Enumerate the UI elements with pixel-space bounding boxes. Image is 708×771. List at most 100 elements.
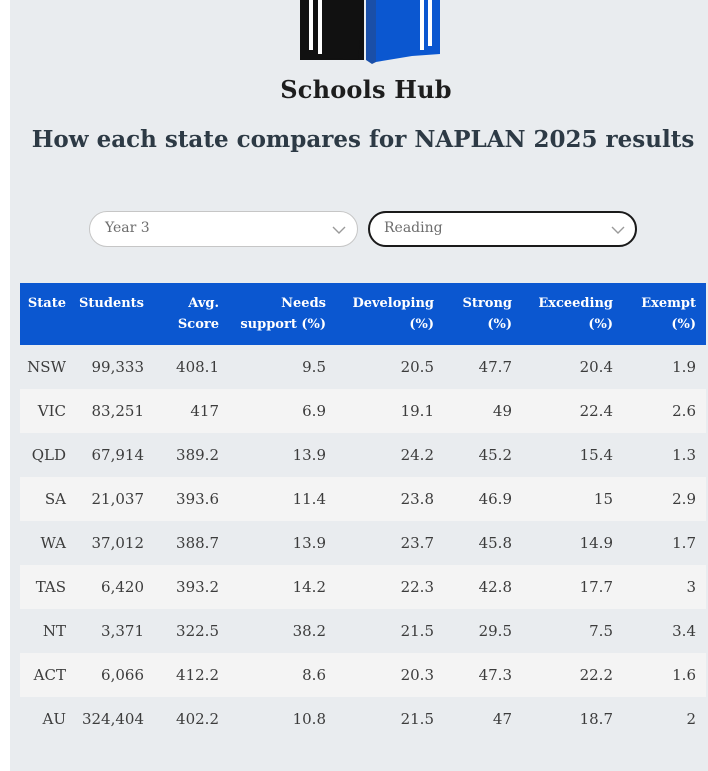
cell-avg-score: 388.7 [176, 534, 219, 552]
brand-name: Schools Hub [280, 75, 452, 104]
cell-developing: 21.5 [400, 622, 434, 640]
cell-state: TAS [35, 578, 66, 596]
table-header-row: State Students Avg. Score Needs support … [20, 283, 706, 345]
cell-needs-support: 11.4 [292, 490, 326, 508]
table-row: QLD 67,914 389.2 13.9 24.2 45.2 15.4 1.3 [20, 433, 706, 477]
subject-select-value: Reading [384, 220, 443, 236]
results-table: State Students Avg. Score Needs support … [20, 283, 706, 741]
cell-developing: 20.3 [400, 666, 434, 684]
cell-developing: 23.8 [400, 490, 434, 508]
cell-state: NSW [27, 358, 66, 376]
cell-needs-support: 10.8 [292, 710, 326, 728]
cell-avg-score: 393.2 [176, 578, 219, 596]
cell-state: AU [42, 710, 66, 728]
cell-developing: 23.7 [400, 534, 434, 552]
cell-exempt: 2 [686, 710, 696, 728]
table-row: VIC 83,251 417 6.9 19.1 49 22.4 2.6 [20, 389, 706, 433]
col-header-strong[interactable]: Strong (%) [462, 296, 512, 332]
cell-students: 3,371 [101, 622, 144, 640]
chevron-down-icon [332, 226, 346, 234]
cell-strong: 45.8 [478, 534, 512, 552]
cell-state: VIC [37, 402, 66, 420]
cell-exempt: 1.9 [672, 358, 696, 376]
subject-select[interactable]: Reading [368, 211, 637, 247]
table-body: NSW 99,333 408.1 9.5 20.5 47.7 20.4 1.9 VIC 83,25… [20, 345, 706, 741]
table-row: SA 21,037 393.6 11.4 23.8 46.9 15 2.9 [20, 477, 706, 521]
cell-exempt: 1.7 [672, 534, 696, 552]
cell-exceeding: 14.9 [579, 534, 613, 552]
table-row: AU 324,404 402.2 10.8 21.5 47 18.7 2 [20, 697, 706, 741]
cell-strong: 29.5 [478, 622, 512, 640]
cell-avg-score: 412.2 [176, 666, 219, 684]
cell-strong: 42.8 [478, 578, 512, 596]
cell-exempt: 3.4 [672, 622, 696, 640]
cell-needs-support: 13.9 [292, 446, 326, 464]
col-header-exempt[interactable]: Exempt (%) [641, 296, 696, 332]
cell-exempt: 2.6 [672, 402, 696, 420]
cell-exceeding: 15 [593, 490, 613, 508]
cell-strong: 47.7 [478, 358, 512, 376]
cell-needs-support: 6.9 [302, 402, 326, 420]
cell-students: 83,251 [91, 402, 145, 420]
cell-strong: 46.9 [478, 490, 512, 508]
cell-exceeding: 15.4 [579, 446, 613, 464]
chevron-down-icon [611, 226, 625, 234]
cell-developing: 22.3 [400, 578, 434, 596]
col-header-developing[interactable]: Developing (%) [352, 296, 434, 332]
book-logo-icon [300, 0, 440, 64]
table-row: WA 37,012 388.7 13.9 23.7 45.8 14.9 1.7 [20, 521, 706, 565]
cell-state: ACT [33, 666, 66, 684]
cell-students: 67,914 [91, 446, 145, 464]
col-header-avg-score[interactable]: Avg. Score [177, 296, 219, 332]
cell-state: QLD [31, 446, 66, 464]
cell-needs-support: 14.2 [292, 578, 326, 596]
cell-students: 99,333 [91, 358, 145, 376]
col-header-students[interactable]: Students [79, 296, 144, 311]
cell-needs-support: 38.2 [292, 622, 326, 640]
cell-developing: 19.1 [400, 402, 434, 420]
cell-exempt: 1.6 [672, 666, 696, 684]
cell-state: SA [44, 490, 66, 508]
cell-strong: 45.2 [478, 446, 512, 464]
cell-avg-score: 402.2 [176, 710, 219, 728]
cell-needs-support: 8.6 [302, 666, 326, 684]
cell-avg-score: 389.2 [176, 446, 219, 464]
cell-strong: 47 [492, 710, 512, 728]
page-title: How each state compares for NAPLAN 2025 … [31, 126, 695, 153]
cell-exceeding: 22.2 [579, 666, 613, 684]
cell-needs-support: 13.9 [292, 534, 326, 552]
table-row: NSW 99,333 408.1 9.5 20.5 47.7 20.4 1.9 [20, 345, 706, 389]
cell-developing: 21.5 [400, 710, 434, 728]
cell-students: 324,404 [81, 710, 144, 728]
cell-exceeding: 22.4 [579, 402, 613, 420]
table-row: NT 3,371 322.5 38.2 21.5 29.5 7.5 3.4 [20, 609, 706, 653]
cell-developing: 20.5 [400, 358, 434, 376]
year-select-value: Year 3 [105, 220, 150, 236]
cell-exceeding: 17.7 [579, 578, 613, 596]
cell-developing: 24.2 [400, 446, 434, 464]
cell-state: WA [40, 534, 66, 552]
cell-avg-score: 393.6 [176, 490, 219, 508]
cell-needs-support: 9.5 [302, 358, 326, 376]
col-header-state[interactable]: State [27, 296, 66, 311]
cell-avg-score: 322.5 [176, 622, 219, 640]
cell-state: NT [42, 622, 66, 640]
year-select[interactable]: Year 3 [89, 211, 358, 247]
cell-exempt: 1.3 [672, 446, 696, 464]
cell-exempt: 3 [686, 578, 696, 596]
col-header-needs-support[interactable]: Needs support (%) [240, 296, 326, 332]
cell-avg-score: 417 [190, 402, 219, 420]
cell-students: 6,420 [101, 578, 144, 596]
col-header-exceeding[interactable]: Exceeding (%) [538, 296, 613, 332]
cell-students: 6,066 [101, 666, 144, 684]
table-row: TAS 6,420 393.2 14.2 22.3 42.8 17.7 3 [20, 565, 706, 609]
table-row: ACT 6,066 412.2 8.6 20.3 47.3 22.2 1.6 [20, 653, 706, 697]
cell-exempt: 2.9 [672, 490, 696, 508]
page-panel: Schools Hub How each state compares for … [10, 0, 708, 771]
cell-exceeding: 18.7 [579, 710, 613, 728]
cell-exceeding: 20.4 [579, 358, 613, 376]
cell-students: 21,037 [91, 490, 145, 508]
cell-avg-score: 408.1 [176, 358, 219, 376]
cell-exceeding: 7.5 [589, 622, 613, 640]
cell-students: 37,012 [91, 534, 145, 552]
